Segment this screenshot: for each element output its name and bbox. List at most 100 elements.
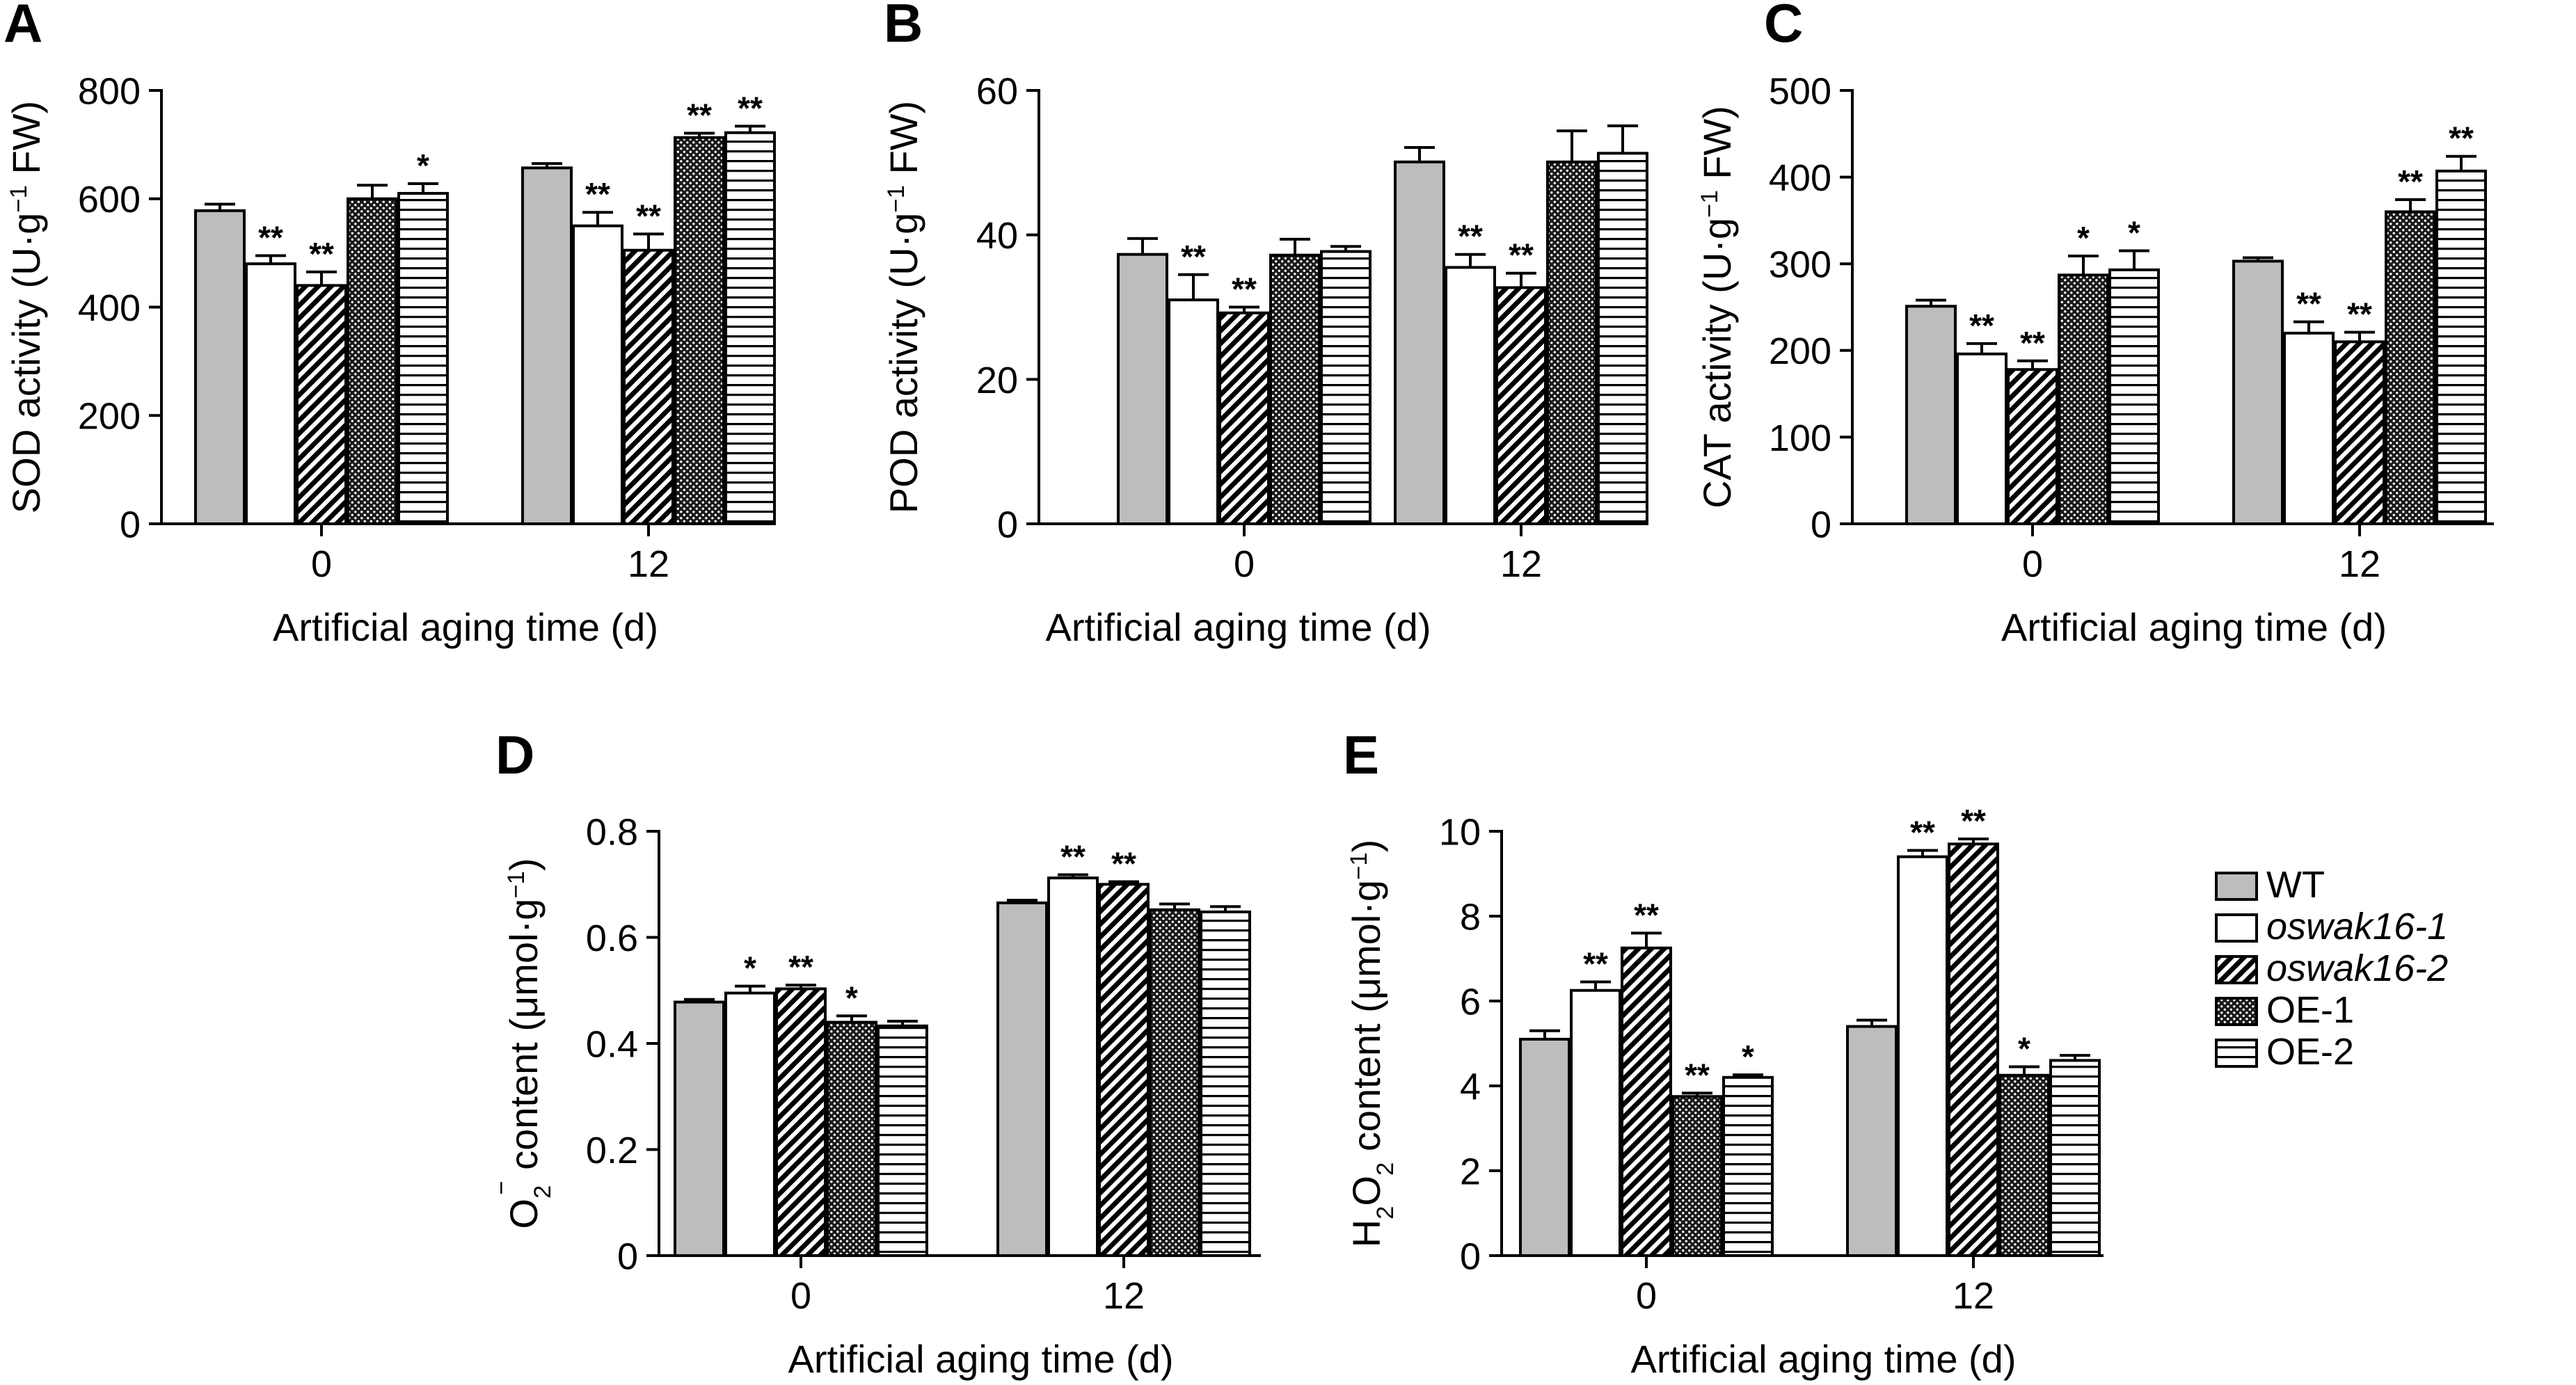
bar-oe-1-12 [2385,210,2436,525]
significance-label: * [417,147,429,184]
legend-label-oe-2: OE-2 [2266,1031,2354,1073]
panel-letter-c: C [1764,0,1803,54]
y-tick-label: 4 [1460,1066,1481,1107]
significance-label: ** [738,90,763,126]
bar-oswak16-2-0 [1621,946,1672,1257]
significance-label: ** [1961,803,1986,839]
bar-oswak16-2-12 [623,248,674,525]
y-tick-label: 0.2 [586,1130,638,1171]
y-tick-label: 500 [1769,70,1831,112]
significance-label: ** [1458,218,1483,255]
y-tick-label: 20 [976,360,1018,401]
bar-wt-0 [194,209,246,525]
significance-label: ** [788,949,813,985]
bar-wt-0 [1519,1037,1571,1258]
bar-oe-2-12 [2049,1059,2101,1258]
significance-label: ** [1910,814,1935,850]
significance-label: ** [1634,897,1659,933]
bar-wt-0 [1905,305,1957,525]
bar-wt-12 [1846,1025,1898,1257]
legend-swatch-oswak16-1 [2215,913,2258,943]
significance-label: ** [585,176,610,212]
x-tick-label: 12 [1103,1275,1145,1317]
y-tick-label: 8 [1460,896,1481,938]
x-tick-label: 0 [2022,543,2043,585]
y-tick-label: 600 [78,179,141,221]
bar-oe-1-0 [826,1020,877,1257]
legend-swatch-oe-1 [2215,997,2258,1026]
significance-label: ** [1685,1057,1710,1093]
bar-oe-2-12 [1200,910,1251,1258]
bar-oswak16-1-12 [2283,331,2335,525]
bar-wt-12 [2232,259,2284,525]
bar-oe-2-12 [2435,169,2487,526]
significance-label: ** [2398,163,2423,200]
bar-oe-2-0 [397,191,449,525]
x-axis-label: Artificial aging time (d) [1631,1337,2017,1381]
bar-oswak16-2-12 [2334,340,2385,525]
significance-label: ** [1583,946,1608,982]
significance-label: * [1742,1039,1754,1075]
bar-oe-1-12 [1998,1073,2050,1257]
significance-label: ** [2296,286,2321,322]
y-tick-label: 0 [617,1235,638,1277]
bar-wt-0 [1117,253,1168,525]
y-tick-label: 200 [1769,330,1831,372]
significance-label: * [2128,215,2140,251]
y-axis-label: H2O2 content (μmol·g−1) [1344,840,1399,1248]
x-tick-label: 12 [1500,543,1542,585]
bar-oe-1-12 [674,136,725,526]
significance-label: * [2077,220,2090,256]
panel-letter-a: A [3,0,42,54]
panel-b: B 0 20 40 60 0 ** ** 12 ** ** Artificial aging time… [882,0,1648,649]
bar-oswak16-2-12 [1495,286,1547,525]
y-tick-label: 400 [1769,157,1831,199]
bar-oe-1-12 [1149,908,1200,1257]
y-axis-label: CAT activity (U·g−1 FW) [1695,106,1739,509]
y-tick-label: 0 [1811,504,1831,545]
legend-label-wt: WT [2266,864,2325,906]
y-tick-label: 300 [1769,244,1831,286]
y-axis-label: SOD activity (U·g−1 FW) [4,101,48,513]
significance-label: * [744,950,756,986]
y-tick-label: 60 [976,70,1018,112]
x-tick-label: 12 [1953,1275,1994,1317]
significance-label: ** [309,236,334,272]
bar-oe-1-0 [1671,1095,1723,1257]
bar-oswak16-1-0 [1168,298,1219,525]
y-tick-label: 200 [78,396,141,438]
y-tick-label: 40 [976,215,1018,257]
panel-letter-b: B [884,0,923,54]
bar-oe-1-0 [1269,253,1321,525]
significance-label: * [2018,1031,2030,1067]
bar-oswak16-1-0 [1570,988,1621,1257]
y-axis-label: O2− content (μmol·g−1) [488,858,556,1228]
bar-oswak16-1-0 [245,262,296,525]
y-tick-label: 0 [997,504,1018,545]
significance-label: ** [1509,237,1534,273]
significance-label: ** [2347,296,2372,333]
significance-label: * [845,979,858,1016]
legend-label-oe-1: OE-1 [2266,989,2354,1031]
y-tick-label: 0.4 [586,1023,638,1065]
bar-oswak16-2-12 [1948,842,1999,1258]
significance-label: ** [636,198,661,234]
y-tick-label: 0.8 [586,811,638,853]
bar-oswak16-1-0 [724,991,776,1257]
bar-oe-2-0 [2108,268,2160,525]
significance-label: ** [258,220,283,256]
bar-oswak16-2-0 [1218,311,1270,525]
y-tick-label: 800 [78,70,141,112]
bar-wt-12 [1394,160,1445,526]
panel-d: D00.20.40.60.80* ***12** **Artificial agin… [488,724,1261,1381]
panel-letter-e: E [1343,724,1379,785]
bar-wt-12 [521,166,573,526]
y-axis-label: POD activity (U·g−1 FW) [882,101,925,513]
bar-oe-2-0 [1320,250,1372,525]
y-tick-label: 100 [1769,417,1831,459]
bar-wt-0 [674,1000,725,1258]
